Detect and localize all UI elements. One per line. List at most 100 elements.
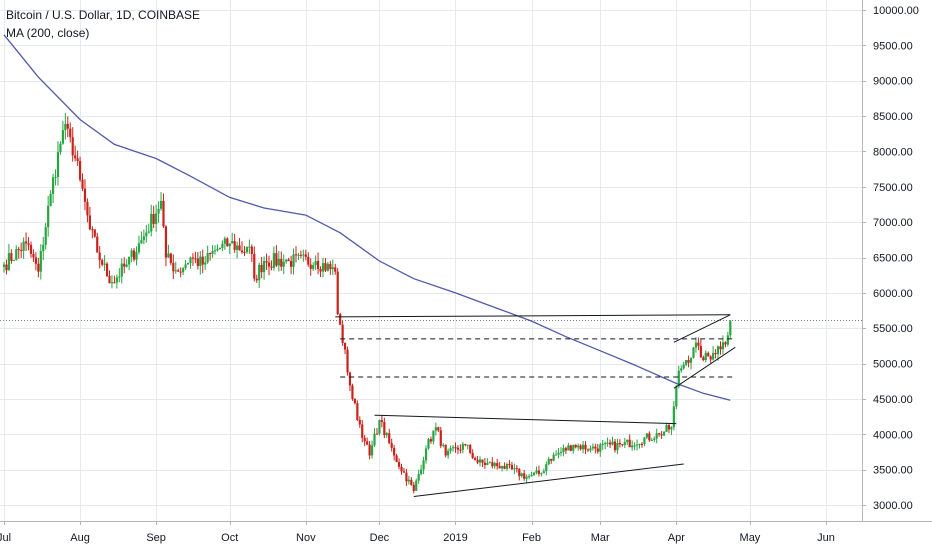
candle-body xyxy=(272,253,276,268)
candle-up xyxy=(216,244,219,252)
candle-down xyxy=(412,481,415,494)
candle-body xyxy=(213,250,217,252)
candle-up xyxy=(145,224,148,243)
candle-body xyxy=(27,243,30,245)
candle-body xyxy=(510,465,514,470)
candle-body xyxy=(236,245,239,250)
candle-body xyxy=(562,448,565,452)
candle-up xyxy=(623,437,626,448)
candle-body xyxy=(196,258,199,266)
candle-body xyxy=(83,188,87,202)
candle-up xyxy=(118,268,121,283)
candle-body xyxy=(280,258,283,267)
candle-body xyxy=(231,241,234,244)
candle-body xyxy=(199,256,202,266)
candle-up xyxy=(432,430,435,445)
candle-body xyxy=(623,442,626,445)
candle-body xyxy=(78,160,82,180)
candle-up xyxy=(577,443,580,451)
trendline[interactable] xyxy=(673,314,731,343)
candle-body xyxy=(633,445,636,447)
candle-body xyxy=(547,459,550,465)
candle-body xyxy=(304,254,307,257)
candle-body xyxy=(611,441,614,445)
candle-up xyxy=(292,248,295,275)
trendline[interactable] xyxy=(673,346,736,389)
candle-body xyxy=(714,352,717,355)
x-tick-label: Oct xyxy=(221,532,238,544)
candle-body xyxy=(2,264,6,267)
candle-up xyxy=(51,173,55,204)
candle-body xyxy=(294,254,298,256)
candle-body xyxy=(179,271,182,273)
candle-up xyxy=(44,222,47,250)
candle-down xyxy=(574,444,577,449)
candle-down xyxy=(108,270,111,284)
candle-body xyxy=(123,263,126,267)
candle-body xyxy=(707,352,710,357)
candle-up xyxy=(540,472,543,477)
candle-body xyxy=(393,447,396,456)
candle-down xyxy=(658,432,661,437)
x-tick-label: Mar xyxy=(591,532,610,544)
candle-body xyxy=(314,261,317,266)
candle-down xyxy=(334,263,337,275)
candle-body xyxy=(589,448,592,451)
candle-body xyxy=(680,368,683,371)
candle-body xyxy=(309,264,312,269)
candle-up xyxy=(527,473,531,480)
time-axis[interactable]: Jul Aug Sep Oct Nov Dec 2019 Feb Mar Apr May Jun xyxy=(0,521,835,544)
candle-up xyxy=(140,231,143,244)
candle-down xyxy=(324,257,327,273)
y-tick-label: 4500.00 xyxy=(873,394,913,406)
candle-down xyxy=(29,241,33,258)
candle-up xyxy=(655,428,658,444)
trendline[interactable] xyxy=(335,314,731,318)
candle-up xyxy=(486,458,489,466)
candle-body xyxy=(270,266,273,268)
candle-up xyxy=(572,444,575,454)
candle-body xyxy=(567,445,570,451)
candle-up xyxy=(370,440,374,459)
candle-up xyxy=(645,433,648,440)
candle-body xyxy=(520,473,523,477)
candle-up xyxy=(218,247,222,250)
candle-down xyxy=(336,268,339,316)
candle-down xyxy=(83,179,87,211)
candle-up xyxy=(626,439,629,446)
candle-body xyxy=(125,264,128,267)
candle-body xyxy=(218,247,222,249)
trendline[interactable] xyxy=(374,414,677,425)
candle-body xyxy=(402,471,406,473)
candle-down xyxy=(613,438,617,453)
ma-indicator-label: MA (200, close) xyxy=(6,26,90,40)
candle-up xyxy=(167,244,170,259)
candle-down xyxy=(250,244,253,262)
candle-body xyxy=(476,459,479,463)
candle-body xyxy=(189,257,192,264)
candle-up xyxy=(272,246,276,271)
candle-up xyxy=(262,256,266,280)
candle-down xyxy=(579,444,582,451)
x-tick-label: Sep xyxy=(146,532,166,544)
candle-body xyxy=(184,264,187,269)
candle-body xyxy=(167,253,170,258)
candle-down xyxy=(238,237,241,251)
candle-body xyxy=(481,459,484,463)
candle-up xyxy=(606,437,609,447)
trendline[interactable] xyxy=(413,463,684,498)
candle-down xyxy=(410,477,413,486)
candles xyxy=(2,113,732,494)
candle-down xyxy=(596,443,599,454)
candle-body xyxy=(456,447,460,450)
price-axis[interactable]: 10000.00 9500.00 9000.00 8500.00 8000.00 7500… xyxy=(862,5,919,512)
candle-body xyxy=(186,263,190,265)
candle-body xyxy=(339,314,342,325)
candle-body xyxy=(604,442,607,445)
candle-body xyxy=(626,439,629,443)
candle-down xyxy=(169,252,172,266)
candle-down xyxy=(24,232,28,251)
candle-body xyxy=(260,264,263,273)
candle-down xyxy=(20,242,23,258)
